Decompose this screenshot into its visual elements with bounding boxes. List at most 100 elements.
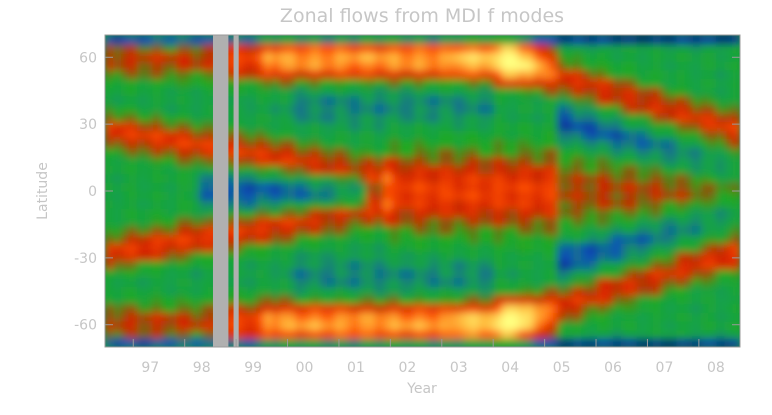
heatmap-cell bbox=[573, 121, 582, 131]
heatmap-cell bbox=[136, 78, 146, 88]
heatmap-cell bbox=[676, 139, 686, 149]
heatmap-cell bbox=[271, 199, 281, 209]
heatmap-cell bbox=[303, 130, 312, 140]
heatmap-cell bbox=[184, 286, 193, 296]
heatmap-cell bbox=[565, 191, 574, 201]
heatmap-cell bbox=[493, 147, 503, 157]
heatmap-cell bbox=[652, 61, 662, 71]
heatmap-cell bbox=[430, 329, 439, 339]
heatmap-cell bbox=[303, 199, 312, 209]
heatmap-cell bbox=[382, 312, 392, 322]
heatmap-cell bbox=[327, 139, 336, 149]
heatmap-cell bbox=[351, 199, 360, 209]
heatmap-cell bbox=[351, 52, 360, 62]
heatmap-cell bbox=[573, 260, 582, 270]
heatmap-cell bbox=[144, 95, 154, 105]
heatmap-cell bbox=[136, 104, 146, 114]
heatmap-cell bbox=[509, 173, 519, 183]
heatmap-cell bbox=[311, 286, 320, 296]
heatmap-cell bbox=[311, 95, 320, 105]
heatmap-cell bbox=[255, 251, 265, 261]
heatmap-cell bbox=[168, 78, 178, 88]
heatmap-cell bbox=[660, 321, 670, 331]
heatmap-cell bbox=[438, 251, 447, 261]
heatmap-cell bbox=[605, 234, 614, 244]
heatmap-cell bbox=[668, 260, 678, 270]
heatmap-cell bbox=[708, 156, 717, 166]
heatmap-cell bbox=[724, 338, 733, 347]
heatmap-cell bbox=[676, 147, 686, 157]
heatmap-cell bbox=[486, 269, 495, 279]
heatmap-cell bbox=[247, 35, 257, 45]
heatmap-cell bbox=[636, 191, 646, 201]
heatmap-cell bbox=[374, 277, 384, 287]
heatmap-cell bbox=[414, 312, 424, 322]
heatmap-cell bbox=[160, 251, 170, 261]
heatmap-cell bbox=[374, 130, 384, 140]
heatmap-cell bbox=[295, 87, 305, 97]
heatmap-cell bbox=[374, 251, 384, 261]
heatmap-cell bbox=[359, 156, 368, 166]
heatmap-cell bbox=[462, 69, 471, 79]
heatmap-cell bbox=[676, 95, 686, 105]
heatmap-cell bbox=[351, 78, 360, 88]
heatmap-cell bbox=[120, 234, 130, 244]
heatmap-cell bbox=[271, 173, 281, 183]
heatmap-cell bbox=[509, 35, 519, 45]
heatmap-cell bbox=[105, 173, 114, 183]
heatmap-cell bbox=[613, 225, 622, 235]
heatmap-cell bbox=[406, 156, 416, 166]
heatmap-cell bbox=[620, 156, 630, 166]
heatmap-cell bbox=[430, 251, 439, 261]
heatmap-cell bbox=[438, 43, 447, 53]
heatmap-cell bbox=[708, 78, 717, 88]
heatmap-cell bbox=[279, 69, 289, 79]
heatmap-cell bbox=[327, 243, 336, 253]
heatmap-cell bbox=[430, 173, 439, 183]
heatmap-cell bbox=[668, 269, 678, 279]
heatmap-cell bbox=[247, 321, 257, 331]
heatmap-cell bbox=[493, 338, 503, 347]
heatmap-cell bbox=[605, 217, 614, 227]
heatmap-cell bbox=[493, 208, 503, 218]
heatmap-cell bbox=[239, 191, 249, 201]
heatmap-cell bbox=[184, 295, 193, 305]
heatmap-cell bbox=[573, 191, 582, 201]
heatmap-cell bbox=[144, 173, 154, 183]
heatmap-cell bbox=[374, 147, 384, 157]
heatmap-cell bbox=[597, 130, 606, 140]
heatmap-cell bbox=[184, 113, 193, 123]
heatmap-cell bbox=[446, 329, 455, 339]
heatmap-cell bbox=[668, 312, 678, 322]
heatmap-cell bbox=[486, 35, 495, 45]
heatmap-cell bbox=[263, 199, 273, 209]
heatmap-cell bbox=[557, 165, 566, 175]
heatmap-cell bbox=[724, 173, 733, 183]
heatmap-cell bbox=[120, 286, 130, 296]
heatmap-cell bbox=[478, 130, 487, 140]
heatmap-cell bbox=[390, 243, 400, 253]
heatmap-cell bbox=[382, 251, 392, 261]
heatmap-cell bbox=[732, 251, 740, 261]
heatmap-cell bbox=[287, 269, 297, 279]
heatmap-cell bbox=[525, 104, 535, 114]
heatmap-cell bbox=[327, 269, 336, 279]
heatmap-cell bbox=[430, 35, 439, 45]
heatmap-cell bbox=[105, 147, 114, 157]
heatmap-cell bbox=[200, 199, 209, 209]
heatmap-cell bbox=[557, 312, 566, 322]
heatmap-cell bbox=[517, 121, 527, 131]
heatmap-cell bbox=[708, 43, 717, 53]
heatmap-cell bbox=[486, 121, 495, 131]
heatmap-cell bbox=[335, 104, 344, 114]
heatmap-cell bbox=[581, 217, 590, 227]
heatmap-cell bbox=[724, 87, 733, 97]
heatmap-cell bbox=[160, 156, 170, 166]
heatmap-cell bbox=[382, 35, 392, 45]
heatmap-cell bbox=[406, 321, 416, 331]
heatmap-cell bbox=[668, 225, 678, 235]
heatmap-cell bbox=[311, 269, 320, 279]
heatmap-cell bbox=[470, 286, 479, 296]
heatmap-cell bbox=[343, 251, 352, 261]
